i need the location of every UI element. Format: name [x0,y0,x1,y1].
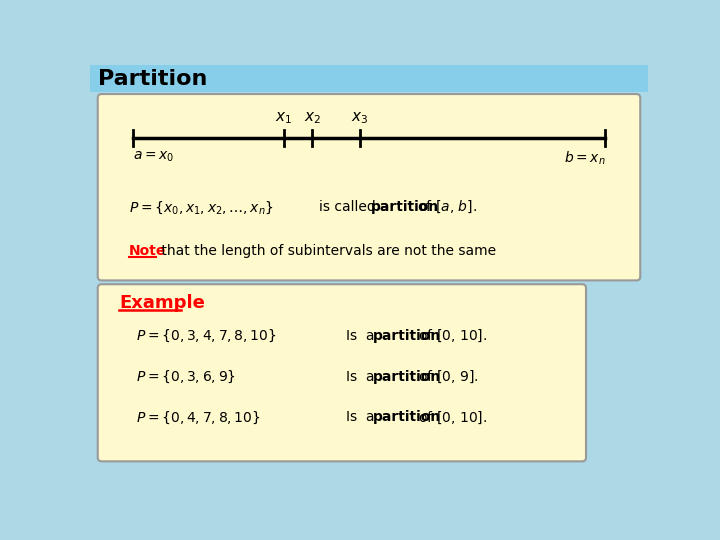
Text: Is  a: Is a [346,370,379,383]
Text: of [$0$, $10$].: of [$0$, $10$]. [414,328,487,344]
Text: partition: partition [373,329,441,343]
Text: $x_1$: $x_1$ [275,110,292,126]
Text: $b = x_n$: $b = x_n$ [564,150,606,167]
Text: partition: partition [373,370,441,383]
Text: $P = \{x_0, x_1, x_2, \ldots , x_n\}$: $P = \{x_0, x_1, x_2, \ldots , x_n\}$ [129,199,274,215]
Text: partition: partition [373,410,441,424]
Text: $x_2$: $x_2$ [304,110,321,126]
Text: $P = \{0,3,4,7,8,10\}$: $P = \{0,3,4,7,8,10\}$ [137,328,277,344]
Text: of [$0$, $9$].: of [$0$, $9$]. [414,368,478,385]
Text: partition: partition [371,200,438,214]
Text: Is  a: Is a [346,410,379,424]
Text: Partition: Partition [98,69,207,89]
FancyBboxPatch shape [98,94,640,280]
Text: $P = \{0,4,7,8,10\}$: $P = \{0,4,7,8,10\}$ [137,409,261,426]
Text: $x_3$: $x_3$ [351,110,368,126]
FancyBboxPatch shape [98,284,586,461]
Text: of [$0$, $10$].: of [$0$, $10$]. [414,409,487,426]
Text: Example: Example [120,294,205,313]
Text: $a = x_0$: $a = x_0$ [132,150,174,164]
FancyBboxPatch shape [90,65,648,92]
Text: that the length of subintervals are not the same: that the length of subintervals are not … [157,244,496,258]
Text: $P = \{0,3,6,9\}$: $P = \{0,3,6,9\}$ [137,368,235,385]
Text: Is  a: Is a [346,329,379,343]
Text: Note: Note [129,244,166,258]
Text: of [$a$, $b$].: of [$a$, $b$]. [413,199,477,215]
Text: is called a: is called a [319,200,392,214]
